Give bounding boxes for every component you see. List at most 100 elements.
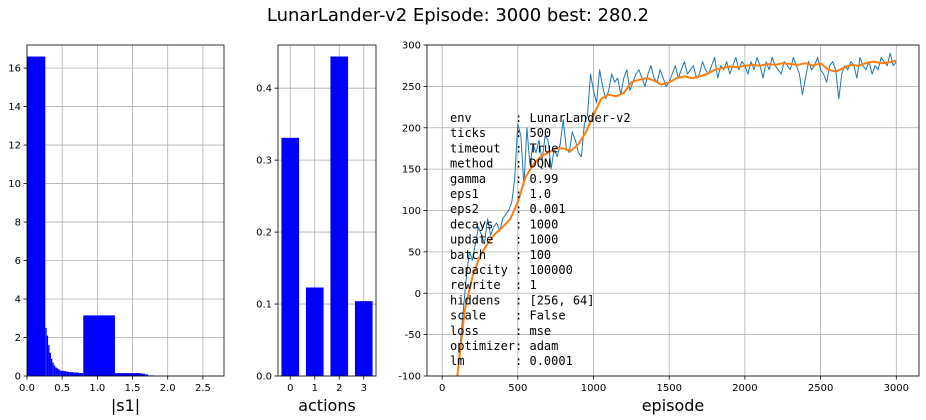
- s1-y-tick-label: 6: [15, 256, 21, 267]
- actions-xlabel: actions: [298, 396, 356, 415]
- s1-bar: [50, 358, 53, 376]
- reward-info-line: scale : False: [450, 309, 566, 323]
- actions-bar-0: [281, 137, 300, 376]
- actions-bar-2: [330, 56, 349, 377]
- actions-y-tick-label: 0.3: [256, 156, 272, 167]
- s1-bars: [27, 56, 154, 377]
- reward-y-tick-label: 250: [402, 82, 421, 93]
- reward-info-line: lm : 0.0001: [450, 354, 573, 368]
- s1-frame: [26, 44, 225, 377]
- s1-x-tick-label: 2.5: [195, 383, 211, 394]
- reward-curve-axes: 0 500 1000 1500 2000 2500 3000 -100 -50 0 50 100 150…: [398, 41, 920, 415]
- s1-grid: [26, 45, 224, 377]
- s1-bar: [79, 373, 84, 376]
- actions-y-tick-label: 0.4: [256, 84, 272, 95]
- s1-bar: [140, 373, 146, 376]
- actions-x-tick-label: 3: [361, 383, 367, 394]
- reward-info-line: gamma : 0.99: [450, 172, 558, 186]
- reward-info-line: loss : mse: [450, 324, 551, 338]
- s1-y-tick-label: 8: [15, 218, 21, 229]
- s1-bar: [55, 367, 57, 376]
- reward-lines: [456, 52, 897, 376]
- actions-x-tick-label: 0: [287, 383, 293, 394]
- reward-y-tick-label: 0: [415, 289, 421, 300]
- s1-bar: [73, 372, 80, 376]
- actions-y-tick-label: 0.0: [256, 372, 272, 383]
- reward-info-line: optimizer: adam: [450, 339, 558, 353]
- s1-x-tick-label: 1.5: [125, 383, 141, 394]
- reward-y-tick-label: 100: [402, 206, 421, 217]
- s1-xlabel: |s1|: [111, 396, 140, 415]
- reward-x-tick-label: 3000: [884, 383, 909, 394]
- actions-bar-3: [354, 301, 373, 376]
- reward-y-tick-label: -50: [405, 330, 421, 341]
- reward-info-line: decays : 1000: [450, 217, 558, 231]
- s1-bar: [145, 374, 149, 376]
- figure-title: LunarLander-v2 Episode: 3000 best: 280.2: [267, 5, 649, 26]
- s1-y-tick-label: 10: [8, 179, 21, 190]
- reward-y-tick-label: 200: [402, 123, 421, 134]
- reward-info-line: timeout : True: [450, 141, 558, 155]
- reward-x-tick-label: 500: [508, 383, 527, 394]
- reward-frame: [426, 44, 920, 377]
- reward-y-tick-label: 50: [408, 247, 421, 258]
- reward-raw-line: [456, 52, 897, 376]
- reward-x-tick-label: 2000: [732, 383, 757, 394]
- reward-info-line: capacity : 100000: [450, 263, 573, 277]
- reward-info-line: batch : 100: [450, 248, 551, 262]
- reward-y-tick-label: 150: [402, 165, 421, 176]
- reward-info-line: update : 1000: [450, 233, 558, 247]
- s1-bar: [83, 315, 115, 376]
- s1-y-tick-label: 14: [8, 102, 21, 113]
- reward-x-tick-label: 1500: [656, 383, 681, 394]
- s1-y-tick-label: 12: [8, 141, 21, 152]
- actions-x-tick-label: 2: [336, 383, 342, 394]
- actions-y-tick-label: 0.2: [256, 228, 272, 239]
- s1-y-tick-label: 0: [15, 372, 21, 383]
- s1-bar: [69, 372, 74, 376]
- s1-bar: [45, 327, 47, 376]
- s1-x-tick-label: 1.0: [89, 383, 105, 394]
- s1-x-tick-label: 2.0: [160, 383, 176, 394]
- s1-y-tick-label: 2: [15, 333, 21, 344]
- s1-bar: [59, 370, 61, 376]
- s1-bar: [48, 345, 50, 376]
- s1-bar: [46, 335, 49, 376]
- reward-info-line: method : DQN: [450, 157, 551, 171]
- s1-bar: [129, 373, 141, 376]
- reward-smoothed-line: [456, 59, 897, 376]
- actions-bar-1: [305, 287, 324, 376]
- s1-y-tick-label: 4: [15, 295, 21, 306]
- s1-y-tick-label: 16: [8, 64, 21, 75]
- actions-x-tick-label: 1: [312, 383, 318, 394]
- reward-x-tick-label: 1000: [581, 383, 606, 394]
- s1-x-tick-label: 0.0: [19, 383, 35, 394]
- s1-bar: [53, 365, 56, 376]
- reward-x-tick-label: 2500: [808, 383, 833, 394]
- actions-histogram-axes: 0 1 2 3 0.0 0.1 0.2 0.3 0.4 actions: [256, 44, 377, 415]
- reward-y-tick-label: 300: [402, 41, 421, 52]
- actions-bars: [281, 56, 373, 377]
- reward-x-tick-label: 0: [439, 383, 445, 394]
- reward-info-line: rewrite : 1: [450, 278, 537, 292]
- s1-bar: [56, 368, 58, 376]
- s1-histogram-axes: 0.0 0.5 1.0 1.5 2.0 2.5 0 2 4 6 8 10 12 14 16 |s1|: [8, 44, 225, 415]
- reward-info-line: eps1 : 1.0: [450, 187, 551, 201]
- reward-info-line: ticks : 500: [450, 126, 551, 140]
- actions-frame: [277, 44, 377, 377]
- actions-y-tick-label: 0.1: [256, 300, 272, 311]
- s1-x-tick-label: 0.5: [54, 383, 70, 394]
- s1-bar: [49, 352, 51, 376]
- s1-bar: [66, 371, 70, 376]
- s1-bar: [52, 362, 54, 376]
- s1-bar: [27, 56, 46, 377]
- s1-bar: [63, 371, 67, 376]
- s1-bar: [114, 373, 130, 376]
- s1-bar: [60, 370, 64, 376]
- reward-xlabel: episode: [642, 396, 705, 415]
- reward-y-tick-label: -100: [398, 372, 421, 383]
- s1-bar: [57, 369, 60, 376]
